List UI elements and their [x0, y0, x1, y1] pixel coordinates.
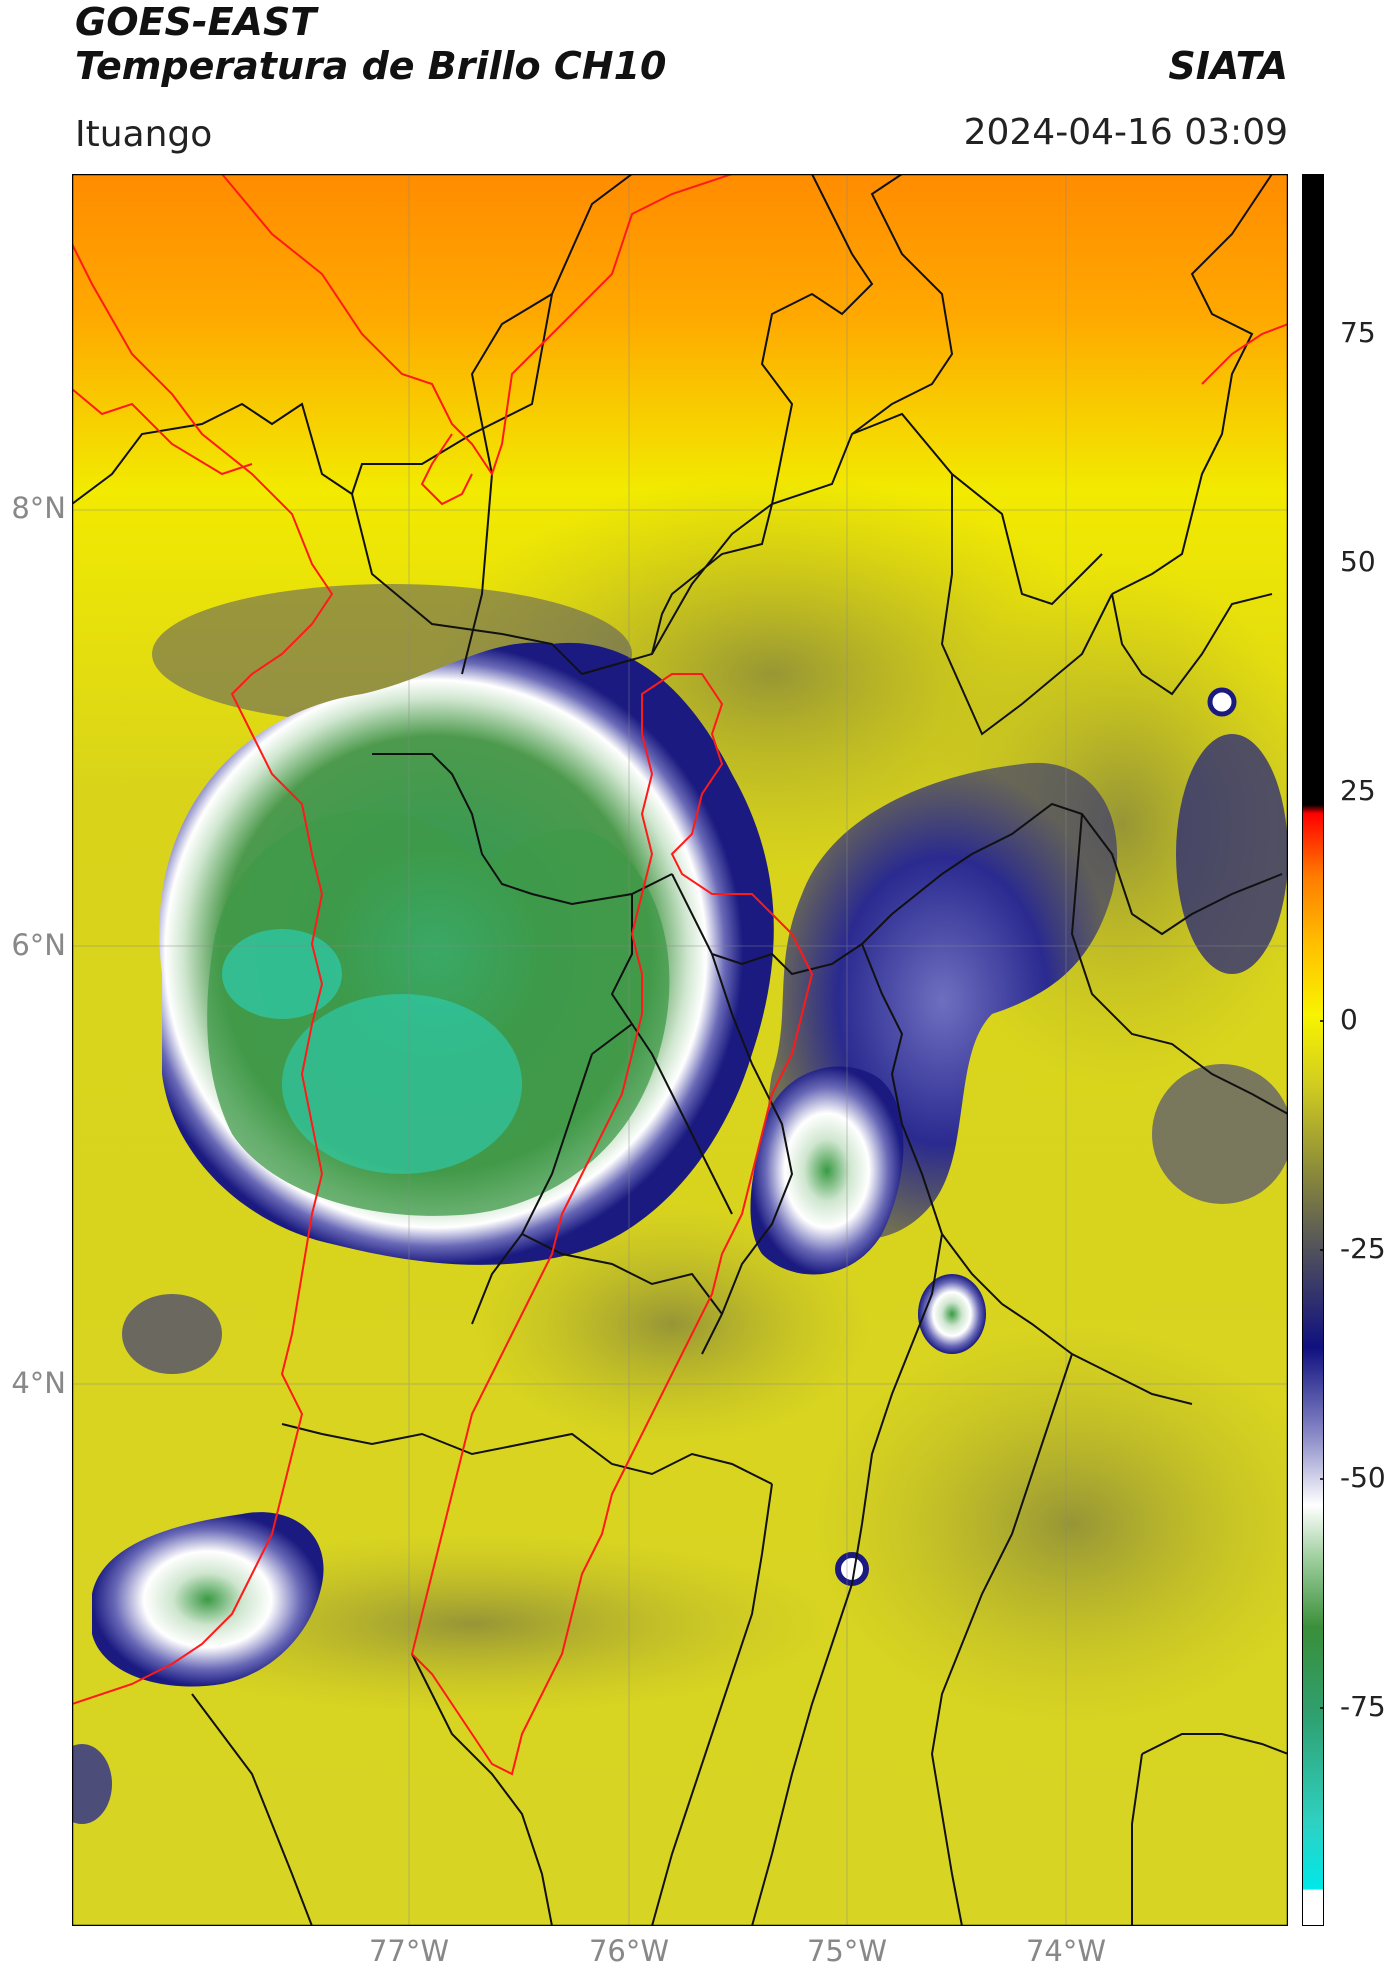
storm-cell-small — [750, 1066, 904, 1275]
gridlines — [72, 174, 1288, 1926]
colorbar-tick-75: 75 — [1340, 316, 1376, 349]
product-title: Temperatura de Brillo CH10 — [75, 44, 667, 88]
colorbar — [1302, 174, 1324, 1926]
cloud-blob — [1176, 734, 1288, 974]
department-borders — [71, 173, 1289, 1927]
lon-label-77w: 77°W — [368, 1934, 450, 1968]
cloud-field — [472, 1204, 872, 1444]
colorbar-tick-0: 0 — [1340, 1003, 1358, 1036]
storm-coldest-core — [222, 929, 342, 1019]
colorbar-tick-minus25: -25 — [1340, 1232, 1384, 1265]
storm-cell-small — [918, 1274, 986, 1354]
colorbar-tick-minus50: -50 — [1340, 1461, 1384, 1494]
lat-label-6n: 6°N — [11, 928, 66, 962]
brightness-temperature-map[interactable] — [52, 173, 1332, 1927]
cloud-field — [812, 1324, 1332, 1724]
colorbar-tick-minus75: -75 — [1340, 1690, 1384, 1723]
cloud-blob — [1207, 687, 1237, 717]
lon-label-75w: 75°W — [806, 1934, 888, 1968]
timestamp-label: 2024-04-16 03:09 — [963, 112, 1288, 153]
region-label: Ituango — [75, 114, 213, 155]
lon-label-74w: 74°W — [1025, 1934, 1107, 1968]
storm-coldest-core — [282, 994, 522, 1174]
storm-cell-southwest — [92, 1512, 324, 1687]
lon-label-76w: 76°W — [588, 1934, 670, 1968]
colorbar-tick-50: 50 — [1340, 545, 1376, 578]
coastline-and-basin — [71, 173, 1289, 1776]
lat-label-8n: 8°N — [11, 491, 66, 525]
brand-label: SIATA — [1168, 44, 1288, 88]
colorbar-tick-25: 25 — [1340, 774, 1376, 807]
satellite-title: GOES-EAST — [75, 0, 317, 44]
lat-label-4n: 4°N — [11, 1366, 66, 1400]
map-frame — [71, 173, 1289, 1927]
cloud-blob — [1152, 1064, 1292, 1204]
cloud-blob — [122, 1294, 222, 1374]
